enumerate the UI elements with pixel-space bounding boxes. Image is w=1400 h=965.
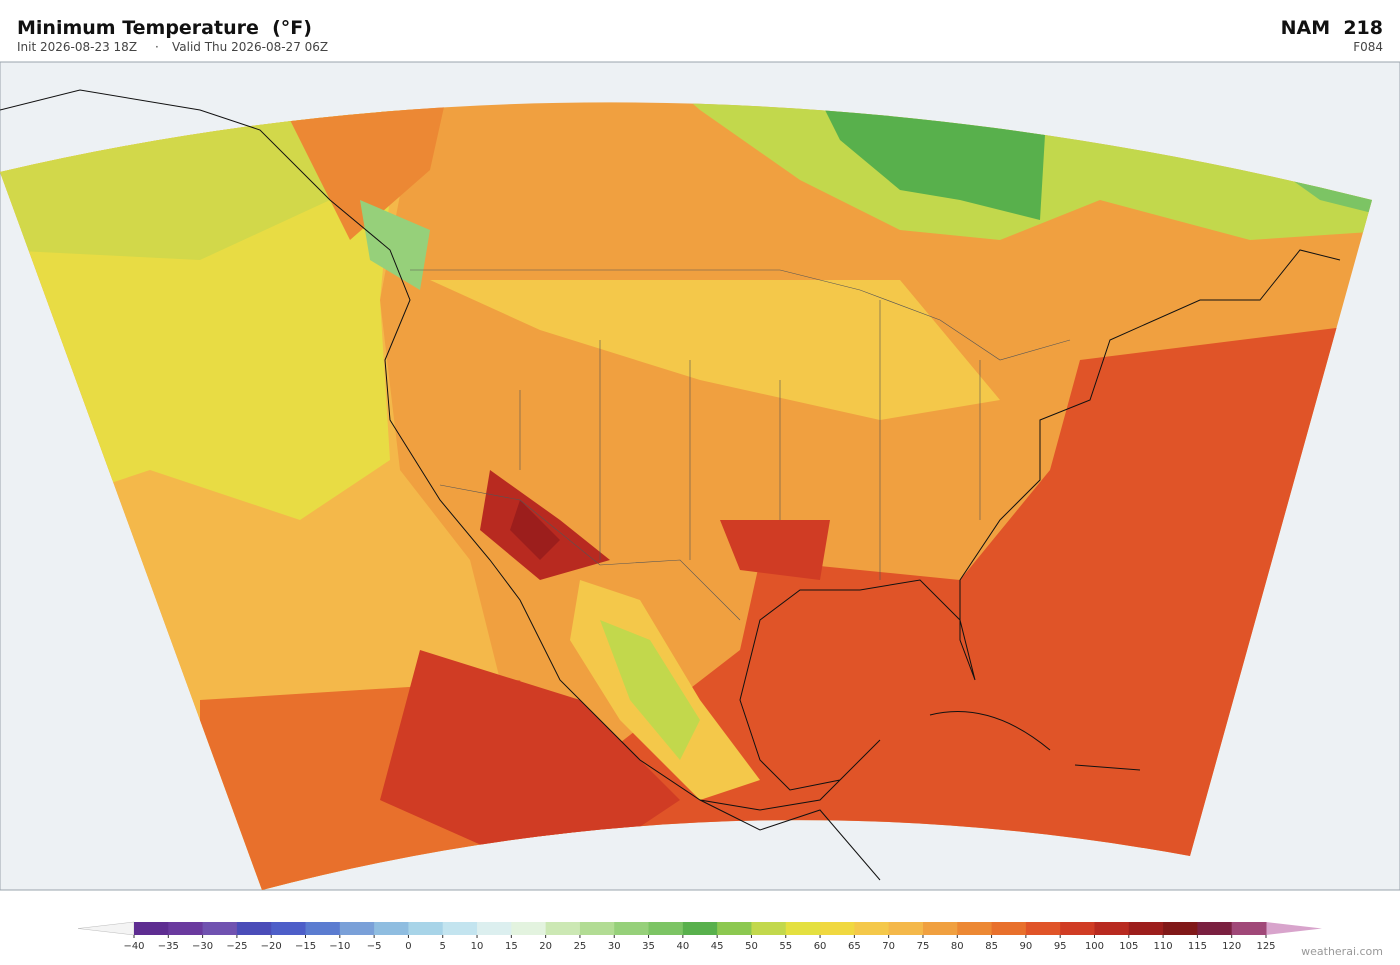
- colorbar-tick-label: −25: [226, 941, 247, 952]
- colorbar-tick-label: −30: [192, 941, 213, 952]
- colorbar-bin: [1197, 922, 1233, 935]
- colorbar-bin: [305, 922, 341, 935]
- colorbar-bin: [1060, 922, 1095, 935]
- colorbar-tick-label: 35: [642, 941, 655, 952]
- colorbar-bin: [408, 922, 444, 935]
- credit: weatherai.com: [1301, 945, 1383, 958]
- colorbar-bin: [785, 922, 821, 935]
- colorbar-tick-label: 125: [1256, 941, 1275, 952]
- title: Minimum Temperature (°F): [17, 17, 312, 39]
- colorbar-bin: [922, 922, 958, 935]
- colorbar-tick-label: 20: [539, 941, 552, 952]
- colorbar-bin: [1094, 922, 1130, 935]
- colorbar-bin: [648, 922, 684, 935]
- colorbar-bin: [579, 922, 615, 935]
- colorbar: −40 −35 −30 −25 −20 −15 −10 −5 0 5 10 15 20 25 30 35 40 4…: [77, 921, 1322, 952]
- borders: [410, 269, 1071, 621]
- colorbar-tick-label: 115: [1188, 941, 1207, 952]
- colorbar-tick-label: 15: [505, 941, 518, 952]
- colorbar-extend-low: [77, 921, 135, 936]
- colorbar-tick-label: −35: [158, 941, 179, 952]
- colorbar-tick-label: 45: [711, 941, 724, 952]
- colorbar-bin: [888, 922, 924, 935]
- colorbar-tick-label: 30: [608, 941, 621, 952]
- colorbar-bin: [820, 922, 855, 935]
- colorbar-tick-label: −20: [261, 941, 282, 952]
- separator: ·: [155, 40, 159, 54]
- colorbar-bin: [1231, 922, 1267, 935]
- coastlines: [0, 89, 1341, 881]
- colorbar-extend-high: [1266, 922, 1322, 935]
- colorbar-tick-label: 100: [1085, 941, 1104, 952]
- colorbar-bin: [511, 922, 547, 935]
- colorbar-tick-label: 110: [1154, 941, 1173, 952]
- colorbar-bin: [957, 922, 993, 935]
- forecast-hour: F084: [1353, 40, 1383, 54]
- colorbar-bin: [614, 922, 650, 935]
- valid-time: Valid Thu 2026-08-27 06Z: [172, 40, 328, 54]
- init-time: Init 2026-08-23 18Z: [17, 40, 137, 54]
- colorbar-tick-label: 65: [848, 941, 861, 952]
- colorbar-bin: [751, 922, 787, 935]
- colorbar-bin: [1163, 922, 1198, 935]
- colorbar-tick-label: 50: [745, 941, 758, 952]
- colorbar-tick-label: 10: [471, 941, 484, 952]
- colorbar-tick-label: −5: [367, 941, 382, 952]
- colorbar-tick-label: 120: [1222, 941, 1241, 952]
- colorbar-bin: [477, 922, 512, 935]
- colorbar-tick-label: 5: [440, 941, 446, 952]
- colorbar-bin: [682, 922, 718, 935]
- colorbar-bin: [168, 922, 204, 935]
- colorbar-tick-label: 0: [405, 941, 411, 952]
- colorbar-tick-label: −40: [123, 941, 144, 952]
- colorbar-tick-label: 105: [1119, 941, 1138, 952]
- colorbar-tick-label: 60: [814, 941, 827, 952]
- colorbar-tick-label: 70: [882, 941, 895, 952]
- colorbar-bin: [545, 922, 581, 935]
- colorbar-tick-label: 90: [1020, 941, 1033, 952]
- colorbar-bin: [442, 922, 478, 935]
- colorbar-tick-label: −15: [295, 941, 316, 952]
- colorbar-bin: [717, 922, 752, 935]
- colorbar-bin: [134, 922, 169, 935]
- model: NAM 218: [1281, 17, 1383, 39]
- colorbar-tick-label: 85: [985, 941, 998, 952]
- colorbar-tick-label: 75: [917, 941, 930, 952]
- colorbar-tick-label: −10: [329, 941, 350, 952]
- colorbar-tick-label: 40: [676, 941, 689, 952]
- colorbar-bin: [236, 922, 272, 935]
- colorbar-bin: [1128, 922, 1164, 935]
- colorbar-bin: [374, 922, 409, 935]
- colorbar-tick-label: 80: [951, 941, 964, 952]
- colorbar-tick-label: 55: [779, 941, 792, 952]
- colorbar-bin: [339, 922, 375, 935]
- colorbar-bin: [202, 922, 238, 935]
- colorbar-bin: [854, 922, 890, 935]
- colorbar-tick-label: 25: [574, 941, 587, 952]
- colorbar-bin: [271, 922, 307, 935]
- colorbar-bin: [991, 922, 1027, 935]
- colorbar-bin: [1025, 922, 1061, 935]
- colorbar-tick-label: 95: [1054, 941, 1067, 952]
